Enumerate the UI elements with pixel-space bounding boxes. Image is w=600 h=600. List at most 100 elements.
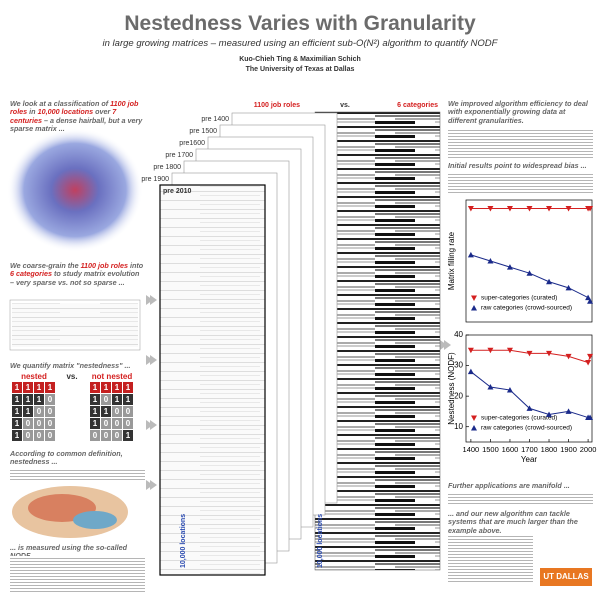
- matrix-cell: [90, 406, 100, 417]
- matrix-value: 1: [15, 383, 20, 392]
- x-tick-label: 1600: [502, 445, 519, 454]
- snapshot-label: pre1600: [179, 140, 205, 147]
- matrix-value: 0: [48, 407, 53, 416]
- matrix-value: 1: [115, 395, 120, 404]
- matrix-cell: [45, 406, 55, 417]
- heading-part: We look at a classification of: [10, 99, 111, 108]
- snapshot-label: pre 1900: [141, 176, 169, 183]
- matrix-value: 1: [15, 395, 20, 404]
- matrix-cell: [90, 394, 100, 405]
- cols-label: 10,000 locations: [180, 514, 187, 568]
- matrix-value: 0: [126, 407, 131, 416]
- matrix-value: 0: [26, 419, 31, 428]
- y-axis-label: Nestedness (NODF): [447, 352, 456, 425]
- heading-part: 10,000 locations: [37, 107, 94, 117]
- series-marker: [526, 206, 533, 212]
- rows-label: 1100 job roles: [254, 102, 300, 109]
- matrix-cell: [34, 430, 44, 441]
- x-tick-label: 1800: [541, 445, 558, 454]
- matrix-value: 1: [93, 407, 98, 416]
- matrix-cell: [123, 406, 133, 417]
- heading-part: to study matrix evolution – very sparse …: [10, 269, 140, 287]
- matrix-value: 0: [37, 431, 42, 440]
- y-tick-label: 20: [454, 391, 463, 400]
- matrix-value: 0: [104, 419, 109, 428]
- matrix-value: 1: [93, 383, 98, 392]
- matrix-cell: [123, 430, 133, 441]
- series-marker: [506, 206, 513, 212]
- authors: Kuo-Chieh Ting & Maximilian Schich: [239, 56, 361, 63]
- coarse-heading: We coarse-grain the 1100 job roles into …: [10, 261, 145, 287]
- nodf-text: [10, 556, 145, 592]
- matrix-cell: [45, 430, 55, 441]
- matrix-cell: [101, 418, 111, 429]
- matrix-cell: [34, 394, 44, 405]
- logo-box: [540, 568, 592, 586]
- x-tick-label: 2000: [580, 445, 597, 454]
- y-tick-label: 40: [454, 330, 463, 339]
- matrix-cell: [12, 418, 22, 429]
- further-text: [448, 492, 593, 506]
- series-marker: [546, 278, 553, 285]
- matrix-value: 1: [37, 395, 42, 404]
- matrix-label: not nested: [92, 372, 133, 381]
- series-marker: [487, 258, 494, 264]
- series-marker: [565, 206, 572, 212]
- heading-part: 1100 job roles: [80, 261, 128, 270]
- x-tick-label: 1700: [521, 445, 538, 454]
- references: [448, 534, 533, 584]
- matrix-cell: [34, 382, 44, 393]
- matrix-value: 1: [126, 431, 131, 440]
- x-tick-label: 1900: [560, 445, 577, 454]
- matrix-value: 1: [37, 383, 42, 392]
- matrix-cell: [45, 418, 55, 429]
- matrix-cell: [90, 430, 100, 441]
- matrix-value: 0: [37, 419, 42, 428]
- matrix-cell: [90, 382, 100, 393]
- poster-subtitle: in large growing matrices – measured usi…: [102, 38, 498, 49]
- matrix-vs: vs.: [66, 372, 77, 381]
- matrix-cell: [112, 406, 122, 417]
- series-marker: [487, 206, 494, 212]
- matrix-label: nested: [21, 372, 47, 381]
- matrix-value: 0: [48, 419, 53, 428]
- matrix-value: 1: [104, 407, 109, 416]
- matrix-value: 1: [26, 383, 31, 392]
- matrix-cell: [101, 394, 111, 405]
- matrix-value: 1: [93, 395, 98, 404]
- series-line: [470, 349, 591, 364]
- matrix-cell: [123, 382, 133, 393]
- series-marker: [467, 251, 474, 258]
- series-marker: [506, 264, 513, 270]
- series-marker: [526, 405, 533, 411]
- series-line: [470, 371, 591, 419]
- series-marker: [587, 298, 594, 304]
- definition-heading: According to common definition, nestedne…: [10, 449, 123, 467]
- x-axis-label: Year: [521, 455, 538, 464]
- logo-text: UT DALLAS: [543, 572, 589, 581]
- series-marker: [585, 294, 592, 301]
- affiliation: The University of Texas at Dallas: [245, 66, 355, 73]
- definition-text: [10, 468, 145, 482]
- network-image: [7, 128, 143, 252]
- matrix-cell: [12, 430, 22, 441]
- legend-marker: [471, 425, 477, 431]
- x-tick-label: 1400: [463, 445, 480, 454]
- intro-heading: We look at a classification of 1100 job …: [10, 99, 145, 133]
- heading-part: 1100 job roles: [10, 99, 139, 117]
- matrix-value: 1: [26, 395, 31, 404]
- snapshot-frame: [159, 184, 266, 576]
- further-heading: Further applications are manifold ...: [448, 481, 570, 490]
- heading-part: We coarse-grain the: [10, 261, 81, 270]
- legend-label: raw categories (crowd-sourced): [481, 425, 572, 432]
- table-lines: [12, 303, 138, 347]
- legend-marker: [471, 415, 477, 421]
- matrix-value: 0: [115, 431, 120, 440]
- matrix-value: 1: [15, 419, 20, 428]
- matrix-value: 0: [115, 419, 120, 428]
- matrix-value: 0: [104, 395, 109, 404]
- matrix-cell: [123, 394, 133, 405]
- series-marker: [487, 347, 494, 354]
- series-marker: [487, 383, 494, 390]
